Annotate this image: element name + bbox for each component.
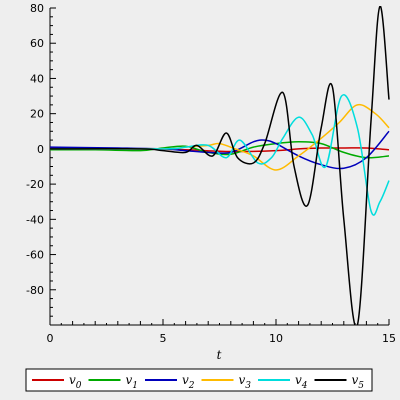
tick-labels: 80 60 40 20 0 -20 -40 -60 -80 0 5 10 15 (26, 2, 396, 345)
legend-label-name: v (69, 373, 76, 387)
legend-label-subscript: 1 (132, 381, 138, 391)
legend-label-name: v (295, 373, 302, 387)
y-tick-label: -20 (26, 178, 44, 191)
legend-label-subscript: 2 (188, 381, 195, 391)
y-tick-label: 0 (37, 143, 44, 156)
legend-label-v2: v2 (182, 373, 195, 391)
x-tick-label: 10 (269, 332, 283, 345)
legend-label-name: v (239, 373, 246, 387)
y-tick-label: -80 (26, 284, 44, 297)
legend-label-name: v (126, 373, 133, 387)
legend-label-name: v (352, 373, 359, 387)
y-tick-label: 80 (30, 2, 44, 15)
y-tick-label: 60 (30, 37, 44, 50)
legend-label-subscript: 0 (76, 381, 82, 391)
legend-label-name: v (182, 373, 189, 387)
series-line-v5 (50, 6, 390, 325)
legend: v0 v1 v2 v3 v4 v5 (25, 368, 373, 392)
legend-label-subscript: 3 (245, 381, 251, 391)
legend-box (25, 368, 373, 392)
legend-label-v5: v5 (352, 373, 365, 391)
legend-label-v0: v0 (69, 373, 82, 391)
y-tick-label: -60 (26, 249, 44, 262)
x-axis-label: t (217, 348, 222, 362)
series-lines (50, 6, 390, 325)
legend-label-subscript: 5 (358, 381, 364, 391)
legend-label-v3: v3 (239, 373, 252, 391)
legend-label-v1: v1 (126, 373, 139, 391)
legend-label-subscript: 4 (301, 381, 308, 391)
x-tick-label: 5 (160, 332, 167, 345)
x-tick-label: 15 (382, 332, 396, 345)
y-tick-label: 20 (30, 108, 44, 121)
y-tick-label: 40 (30, 72, 44, 85)
y-tick-label: -40 (26, 213, 44, 226)
x-tick-label: 0 (47, 332, 54, 345)
legend-label-v4: v4 (295, 373, 308, 391)
